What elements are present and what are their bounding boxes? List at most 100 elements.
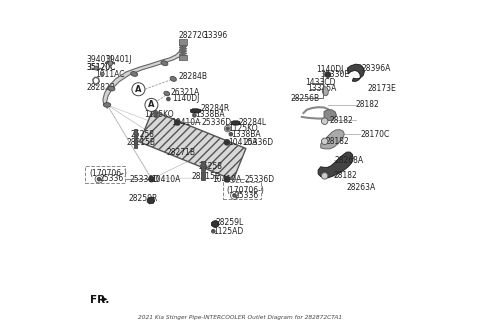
Text: 1011AC: 1011AC <box>95 70 124 79</box>
Polygon shape <box>102 296 108 302</box>
Text: (170706-): (170706-) <box>90 169 128 179</box>
Bar <box>179 40 187 45</box>
Circle shape <box>155 113 158 116</box>
Circle shape <box>193 114 196 117</box>
Text: 25258: 25258 <box>130 130 154 139</box>
Text: 28182: 28182 <box>325 137 349 146</box>
Text: 28215B: 28215B <box>127 138 156 147</box>
Polygon shape <box>147 197 155 204</box>
Polygon shape <box>321 129 344 149</box>
Polygon shape <box>318 152 353 178</box>
Circle shape <box>224 140 229 145</box>
Bar <box>201 161 204 170</box>
Text: 36330E: 36330E <box>320 70 349 79</box>
Ellipse shape <box>161 61 168 66</box>
Polygon shape <box>211 220 219 227</box>
Circle shape <box>145 98 158 112</box>
Text: 28182: 28182 <box>334 171 358 181</box>
Text: 28284R: 28284R <box>200 104 229 113</box>
Circle shape <box>226 127 229 130</box>
Circle shape <box>132 83 145 96</box>
Text: 28282B: 28282B <box>86 83 115 92</box>
Bar <box>223 182 261 199</box>
Text: 28259L: 28259L <box>216 218 244 227</box>
Bar <box>84 166 125 183</box>
Circle shape <box>101 72 104 76</box>
Text: 35120C: 35120C <box>86 63 116 72</box>
Text: 1338BA: 1338BA <box>231 130 261 139</box>
Text: 39401J: 39401J <box>86 56 113 64</box>
Circle shape <box>108 61 113 65</box>
Text: 25336D: 25336D <box>130 175 160 184</box>
Circle shape <box>201 164 204 167</box>
Text: 28256B: 28256B <box>290 94 319 103</box>
Text: 28284L: 28284L <box>239 118 266 127</box>
Circle shape <box>149 177 154 182</box>
Text: FR.: FR. <box>90 295 109 305</box>
Text: 25336D: 25336D <box>202 118 232 127</box>
Bar <box>133 139 137 148</box>
Polygon shape <box>191 109 201 113</box>
Text: 26321A: 26321A <box>171 88 200 97</box>
Text: 10410A: 10410A <box>151 175 181 184</box>
Polygon shape <box>231 121 240 125</box>
Ellipse shape <box>131 72 138 76</box>
Text: 25336D: 25336D <box>244 175 275 184</box>
Ellipse shape <box>164 91 169 96</box>
Text: 1140DJ: 1140DJ <box>316 64 344 74</box>
Text: A: A <box>135 85 142 94</box>
Circle shape <box>224 177 229 182</box>
Polygon shape <box>103 43 186 108</box>
Bar <box>201 171 204 180</box>
Circle shape <box>134 132 137 135</box>
Text: 25336: 25336 <box>234 191 258 200</box>
Circle shape <box>175 120 180 125</box>
Ellipse shape <box>108 86 115 91</box>
Circle shape <box>322 118 328 125</box>
Circle shape <box>167 97 170 101</box>
Ellipse shape <box>322 87 328 96</box>
Text: 10410A: 10410A <box>213 175 242 184</box>
Text: A: A <box>148 100 155 110</box>
Text: 28215E: 28215E <box>192 172 220 181</box>
Text: 10410A: 10410A <box>172 118 201 127</box>
Text: 1140DJ: 1140DJ <box>173 94 200 103</box>
Text: 28263A: 28263A <box>346 183 375 192</box>
Text: 39401J: 39401J <box>105 56 132 64</box>
Text: 28182: 28182 <box>355 100 379 110</box>
Circle shape <box>322 138 328 145</box>
Text: 28170C: 28170C <box>360 130 390 139</box>
Text: 28182: 28182 <box>329 116 353 125</box>
Circle shape <box>325 72 331 77</box>
Text: 1125KO: 1125KO <box>144 110 174 118</box>
Circle shape <box>233 194 236 197</box>
Text: 28173E: 28173E <box>368 84 396 93</box>
Polygon shape <box>140 111 246 180</box>
Text: 13315A: 13315A <box>307 84 336 93</box>
Text: 28272G: 28272G <box>178 31 208 40</box>
Ellipse shape <box>170 77 176 81</box>
Text: 1125AD: 1125AD <box>213 227 243 236</box>
Bar <box>179 55 187 60</box>
Polygon shape <box>324 110 336 121</box>
Text: 28396A: 28396A <box>361 63 391 73</box>
Text: 13396: 13396 <box>204 31 228 40</box>
Circle shape <box>229 132 232 136</box>
Text: 2021 Kia Stinger Pipe-INTERCOOLER Outlet Diagram for 282872CTA1: 2021 Kia Stinger Pipe-INTERCOOLER Outlet… <box>138 315 342 320</box>
Text: 25336D: 25336D <box>243 138 274 147</box>
Circle shape <box>212 230 215 233</box>
Text: 28284B: 28284B <box>179 72 208 81</box>
Text: 1125KO: 1125KO <box>228 124 258 133</box>
Polygon shape <box>348 64 364 81</box>
Text: 10410A: 10410A <box>228 138 257 147</box>
Text: 25258: 25258 <box>198 162 222 171</box>
Circle shape <box>322 173 328 179</box>
Circle shape <box>97 178 101 181</box>
Text: 1338BA: 1338BA <box>195 110 225 119</box>
Text: 28271B: 28271B <box>166 148 195 157</box>
Text: 35120C: 35120C <box>86 63 116 72</box>
Text: 28259R: 28259R <box>129 194 158 203</box>
Text: (170706-): (170706-) <box>227 186 264 195</box>
Circle shape <box>94 66 98 70</box>
Text: 25336: 25336 <box>99 174 123 183</box>
